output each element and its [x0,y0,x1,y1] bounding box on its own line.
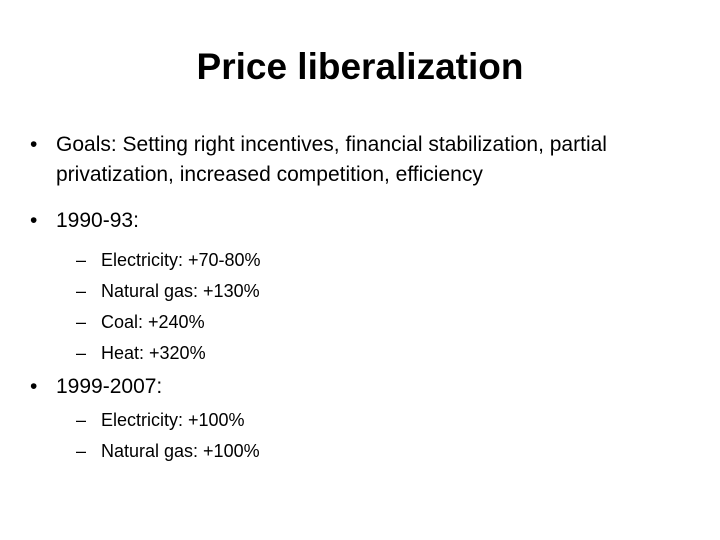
sub-bullet-marker: – [76,441,87,461]
bullet-marker: • [30,133,38,156]
sub-bullet-natural-gas-1999: – Natural gas: +100% [76,436,636,467]
bullet-goals: • Goals: Setting right incentives, finan… [30,130,690,190]
bullet-marker: • [30,209,38,232]
sub-bullet-text: Electricity: +70-80% [101,250,261,270]
sub-bullet-text: Electricity: +100% [101,410,245,430]
sub-bullet-marker: – [76,250,87,270]
bullet-text: 1999-2007: [56,375,163,398]
sub-bullet-coal-1990: – Coal: +240% [76,307,636,338]
bullet-1999-2007: • 1999-2007: [30,372,690,402]
sub-bullet-text: Natural gas: +130% [101,281,260,301]
sub-bullet-text: Heat: +320% [101,343,206,363]
slide-title: Price liberalization [196,46,524,87]
sub-bullet-marker: – [76,410,87,430]
bullet-1990-93: • 1990-93: [30,206,690,236]
sub-bullet-text: Coal: +240% [101,312,205,332]
sub-bullet-heat-1990: – Heat: +320% [76,338,636,369]
sub-bullet-electricity-1990: – Electricity: +70-80% [76,245,636,276]
sub-bullet-marker: – [76,343,87,363]
sub-bullet-marker: – [76,281,87,301]
sub-bullet-marker: – [76,312,87,332]
sub-bullet-text: Natural gas: +100% [101,441,260,461]
bullet-text: 1990-93: [56,209,139,232]
sub-bullet-electricity-1999: – Electricity: +100% [76,405,636,436]
bullet-marker: • [30,375,38,398]
sub-bullet-natural-gas-1990: – Natural gas: +130% [76,276,636,307]
bullet-text: Goals: Setting right incentives, financi… [56,133,607,186]
